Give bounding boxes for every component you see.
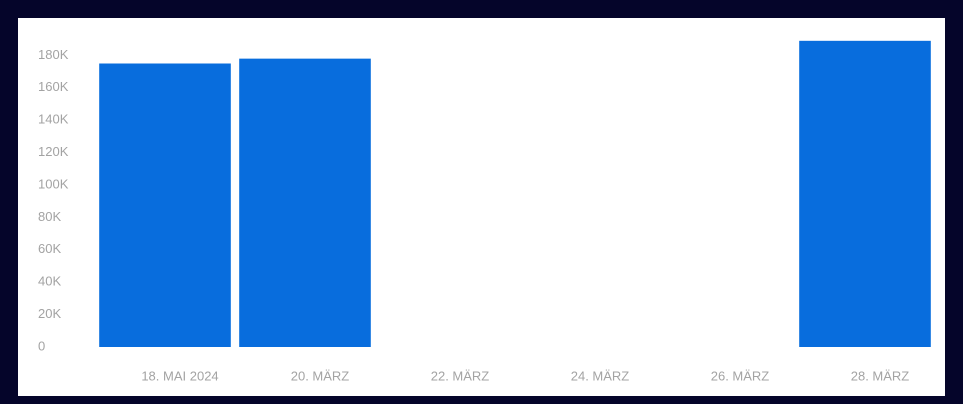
bar xyxy=(99,63,231,347)
y-tick-label: 40K xyxy=(38,274,61,289)
y-tick-label: 60K xyxy=(38,241,61,256)
x-tick-label: 22. MÄRZ xyxy=(431,368,490,383)
y-tick-label: 80K xyxy=(38,209,61,224)
y-tick-label: 0 xyxy=(38,338,45,353)
x-tick-label: 28. MÄRZ xyxy=(851,368,910,383)
y-tick-label: 100K xyxy=(38,176,69,191)
x-tick-label: 24. MÄRZ xyxy=(571,368,630,383)
y-tick-label: 120K xyxy=(38,144,69,159)
x-tick-label: 20. MÄRZ xyxy=(291,368,350,383)
x-tick-label: 18. MAI 2024 xyxy=(141,368,218,383)
y-tick-label: 160K xyxy=(38,79,69,94)
y-tick-label: 140K xyxy=(38,112,69,127)
bar xyxy=(799,40,931,347)
bar xyxy=(239,58,371,347)
y-tick-label: 180K xyxy=(38,47,69,62)
x-tick-label: 26. MÄRZ xyxy=(711,368,770,383)
y-tick-label: 20K xyxy=(38,306,61,321)
